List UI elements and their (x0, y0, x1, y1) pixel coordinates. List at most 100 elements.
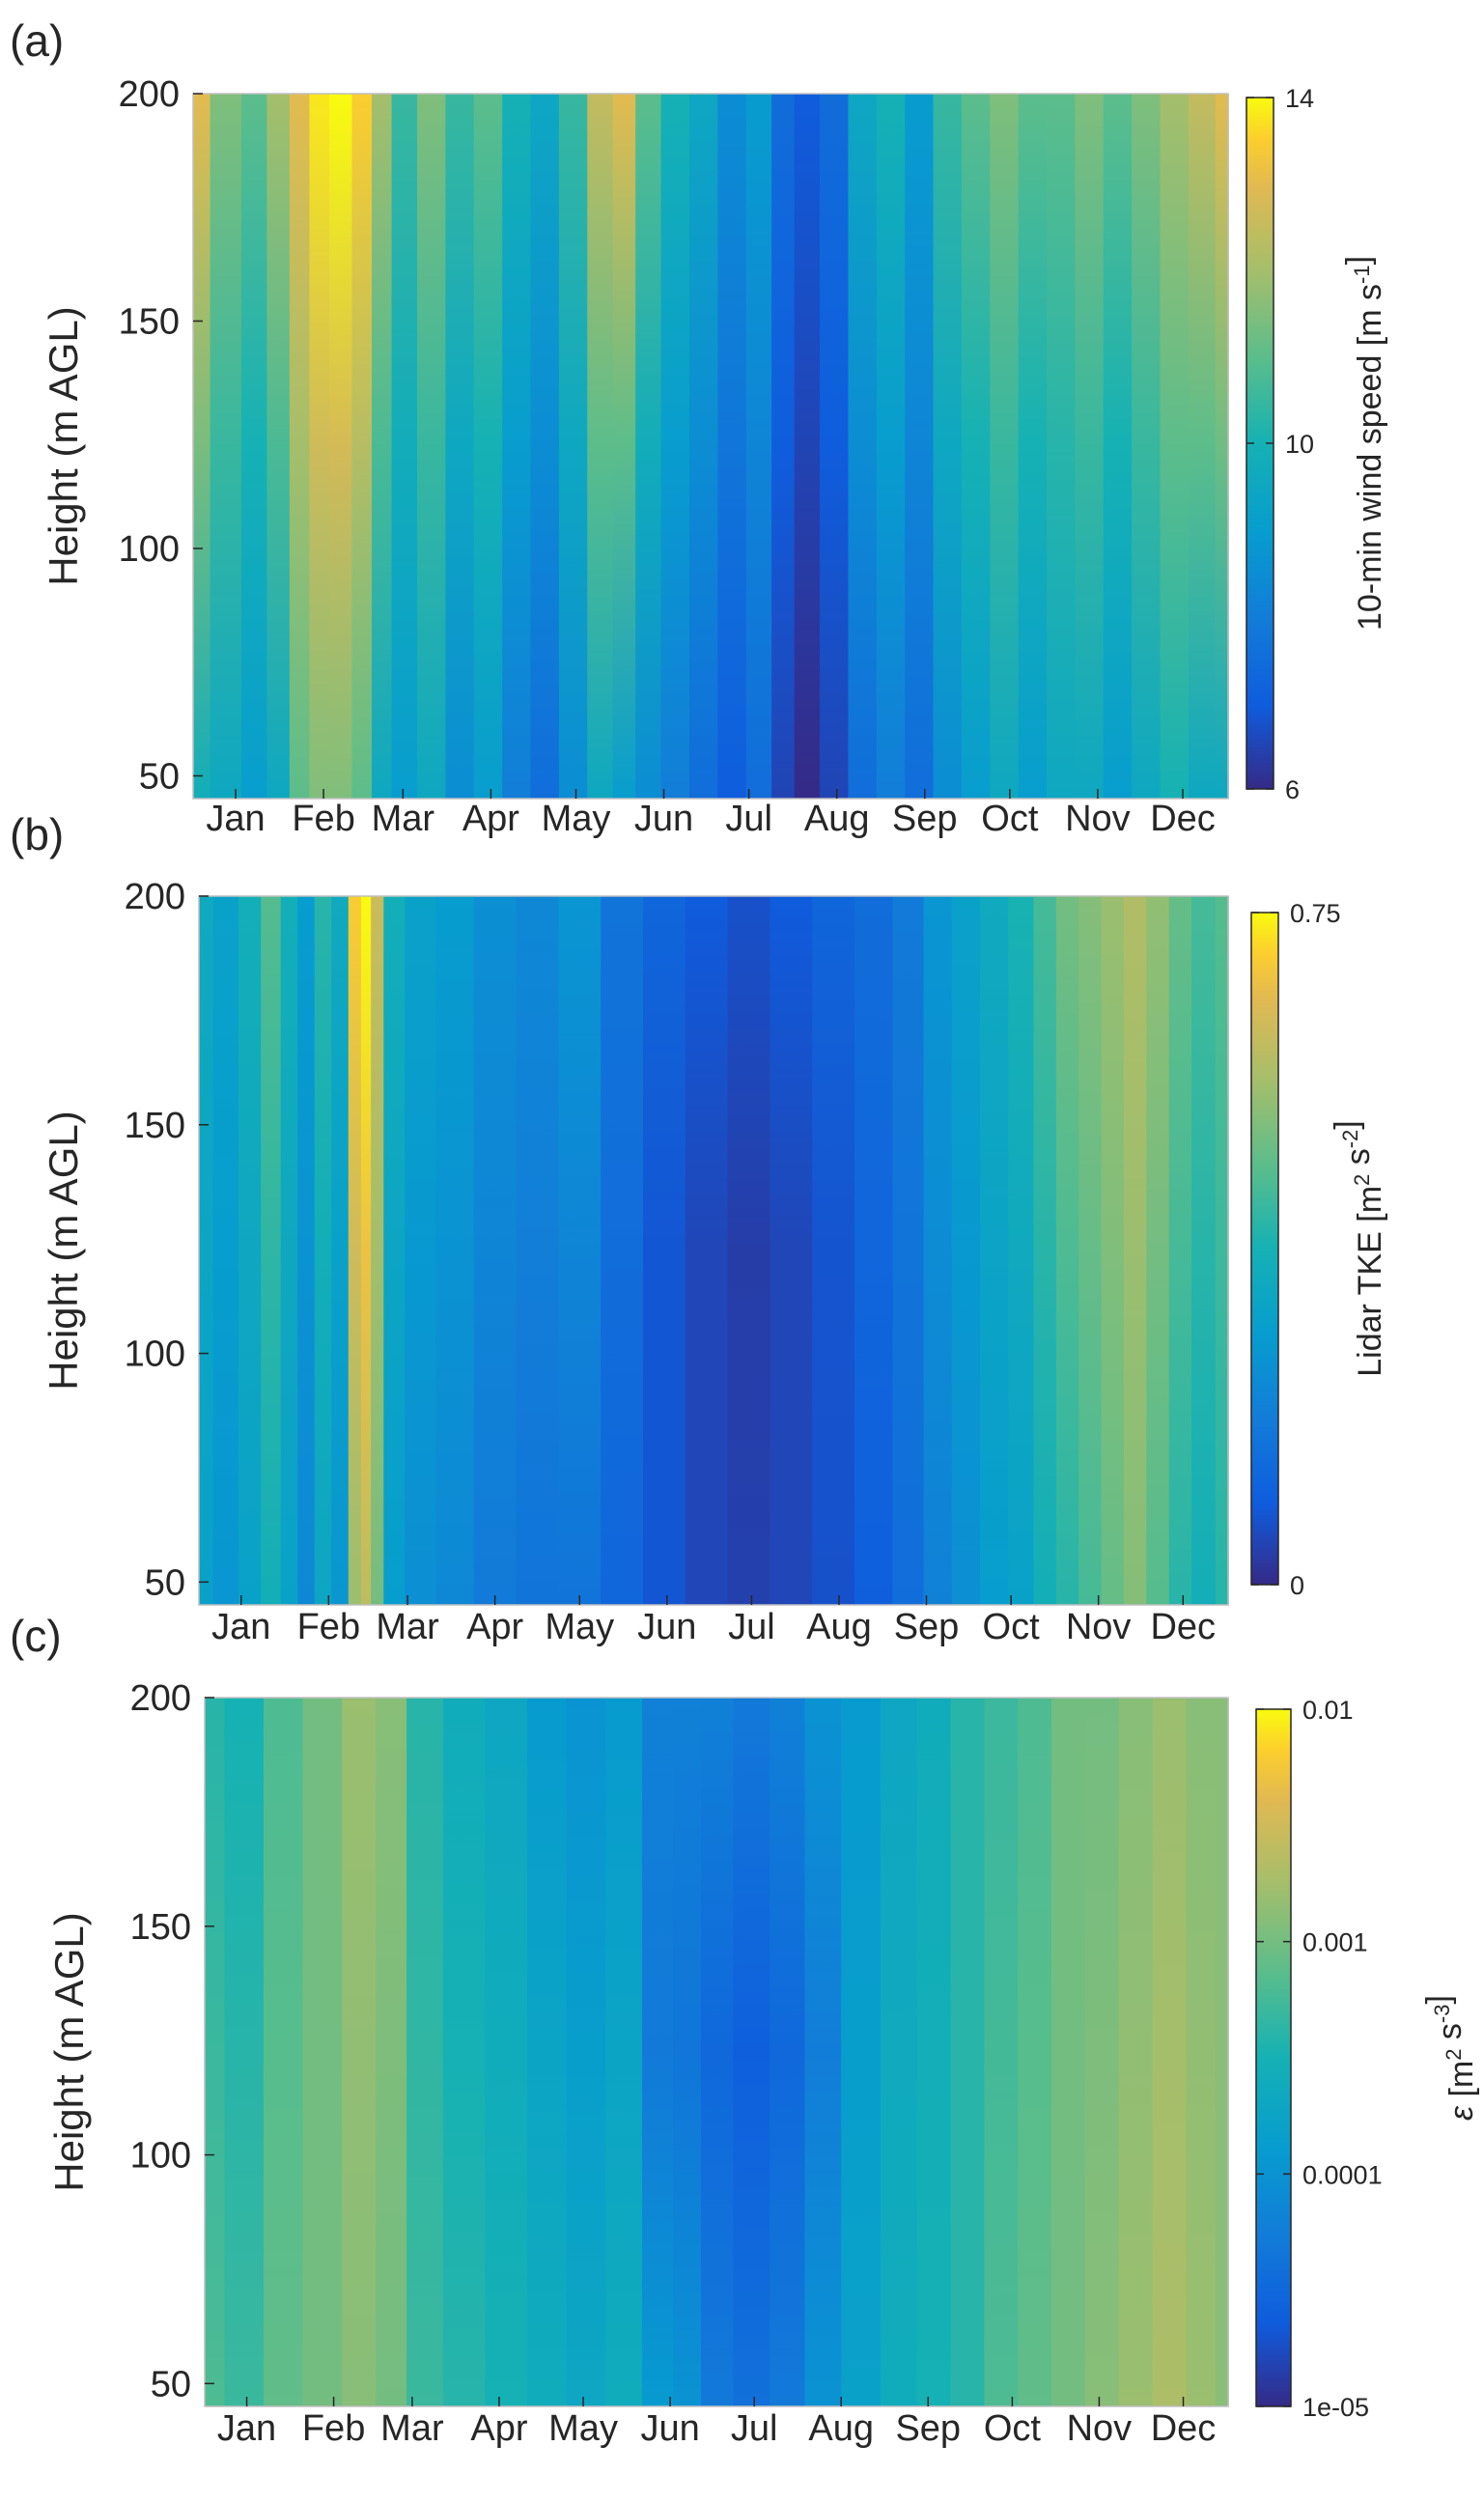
heatmap-cell (224, 1698, 265, 2406)
heatmap-cell (1146, 896, 1170, 1605)
heatmap-cell (660, 94, 690, 799)
heatmap-cell (199, 896, 214, 1605)
y-tick-label: 200 (125, 877, 185, 917)
heatmap-cell (1018, 94, 1048, 799)
x-tick-label: Apr (462, 799, 519, 839)
y-tick-label: 100 (119, 529, 180, 570)
heatmap-cell (1075, 94, 1105, 799)
heatmap-cell (391, 94, 418, 799)
colorbar-gradient (1251, 913, 1278, 1585)
heatmap-cell (261, 896, 282, 1605)
y-tick-label: 200 (119, 74, 180, 115)
colorbar-tick-label: 14 (1285, 84, 1314, 113)
heatmap-cell (210, 94, 242, 799)
x-tick-label: Jun (640, 2408, 699, 2449)
y-tick-label: 150 (125, 1106, 185, 1146)
heatmap-cell (1103, 94, 1133, 799)
x-tick-label: Jan (217, 2408, 276, 2449)
y-tick-label: 150 (119, 301, 180, 342)
heatmap (193, 94, 1229, 799)
heatmap-cell (923, 896, 953, 1605)
heatmap (199, 896, 1229, 1605)
heatmap-cell (961, 94, 992, 799)
heatmap-cell (372, 94, 393, 799)
x-tick-label: May (542, 799, 611, 839)
heatmap-cell (1101, 896, 1125, 1605)
colorbar-tick-label: 1e-05 (1302, 2393, 1369, 2422)
y-axis-label: Height (m AGL) (41, 1110, 86, 1390)
heatmap-cell (348, 896, 362, 1605)
heatmap-cell (473, 94, 503, 799)
y-tick-label: 50 (145, 1562, 185, 1603)
heatmap-cell (771, 94, 796, 799)
y-axis-label: Height (m AGL) (46, 1912, 92, 2191)
colorbar: 0 0.75 Lidar TKE [m2 s-2] (1250, 899, 1388, 1600)
colorbar-label: 10-min wind speed [m s-1] (1340, 256, 1388, 631)
heatmap-cell (240, 94, 268, 799)
heatmap-cell (526, 1698, 568, 2406)
colorbar-tick-label: 10 (1285, 430, 1314, 459)
x-tick-label: Aug (806, 1607, 872, 1647)
heatmap-cell (371, 896, 385, 1605)
heatmap-cell (1160, 94, 1190, 799)
heatmap-cell (770, 896, 814, 1605)
heatmap-cell (892, 896, 925, 1605)
heatmap-cell (1188, 94, 1217, 799)
colorbar-label: ε [m2 s-3] (1420, 1995, 1480, 2121)
heatmap-cell (745, 94, 772, 799)
heatmap-cell (566, 1698, 607, 2406)
heatmap-cell (1132, 94, 1162, 799)
x-tick-label: Jul (728, 1607, 775, 1647)
x-tick-label: Nov (1065, 799, 1131, 839)
y-tick-label: 100 (130, 2136, 191, 2177)
heatmap-cell (238, 896, 263, 1605)
heatmap-cell (405, 896, 437, 1605)
x-tick-label: Nov (1067, 2408, 1133, 2449)
heatmap-cell (1168, 896, 1192, 1605)
heatmap-cell (193, 94, 211, 799)
heatmap-cell (794, 94, 821, 799)
panel-3: (c) 50 100 150 200 Height (m AGL) Jan Feb Mar Apr… (10, 1611, 1480, 2449)
colorbar-tick-label: 0.0001 (1302, 2160, 1383, 2189)
heatmap-cell (558, 94, 589, 799)
x-tick-label: Aug (804, 799, 870, 839)
heatmap-cell (406, 1698, 444, 2406)
heatmap-cell (688, 94, 719, 799)
x-tick-label: Oct (983, 1607, 1041, 1647)
heatmap-cell (342, 1698, 377, 2406)
plot-frame (204, 1697, 1229, 2407)
heatmap-cell (435, 896, 475, 1605)
heatmap-cell (205, 1698, 226, 2406)
heatmap-cell (417, 94, 447, 799)
colorbar: 1e-05 0.0001 0.001 0.01 ε [m2 s-3] (1255, 1696, 1480, 2422)
y-tick-label: 200 (130, 1678, 191, 1719)
heatmap-cell (635, 94, 662, 799)
heatmap-cell (302, 1698, 344, 2406)
x-tick-label: Oct (984, 2408, 1042, 2449)
heatmap-cell (717, 94, 747, 799)
heatmap-cell (727, 896, 771, 1605)
x-tick-label: Jul (725, 799, 772, 839)
x-tick-label: Feb (297, 1607, 360, 1647)
heatmap-cell (502, 94, 532, 799)
heatmap-cell (820, 94, 850, 799)
colorbar: 6 10 14 10-min wind speed [m s-1] (1246, 84, 1388, 804)
heatmap-cell (1055, 896, 1080, 1605)
heatmap-cell (951, 896, 981, 1605)
heatmap-cell (950, 1698, 986, 2406)
colorbar-label: Lidar TKE [m2 s-2] (1329, 1120, 1388, 1377)
heatmap-cell (1018, 1698, 1052, 2406)
x-tick-label: May (545, 1607, 614, 1647)
heatmap-cell (297, 896, 316, 1605)
heatmap-cell (289, 94, 311, 799)
x-tick-label: Nov (1066, 1607, 1132, 1647)
heatmap-cell (1047, 94, 1077, 799)
heatmap-cell (558, 896, 602, 1605)
heatmap-cell (328, 94, 353, 799)
x-tick-label: Feb (292, 799, 354, 839)
heatmap-cell (685, 896, 729, 1605)
colorbar-tick-label: 6 (1285, 775, 1300, 804)
heatmap-cell (473, 896, 518, 1605)
heatmap-cell (1186, 1698, 1217, 2406)
